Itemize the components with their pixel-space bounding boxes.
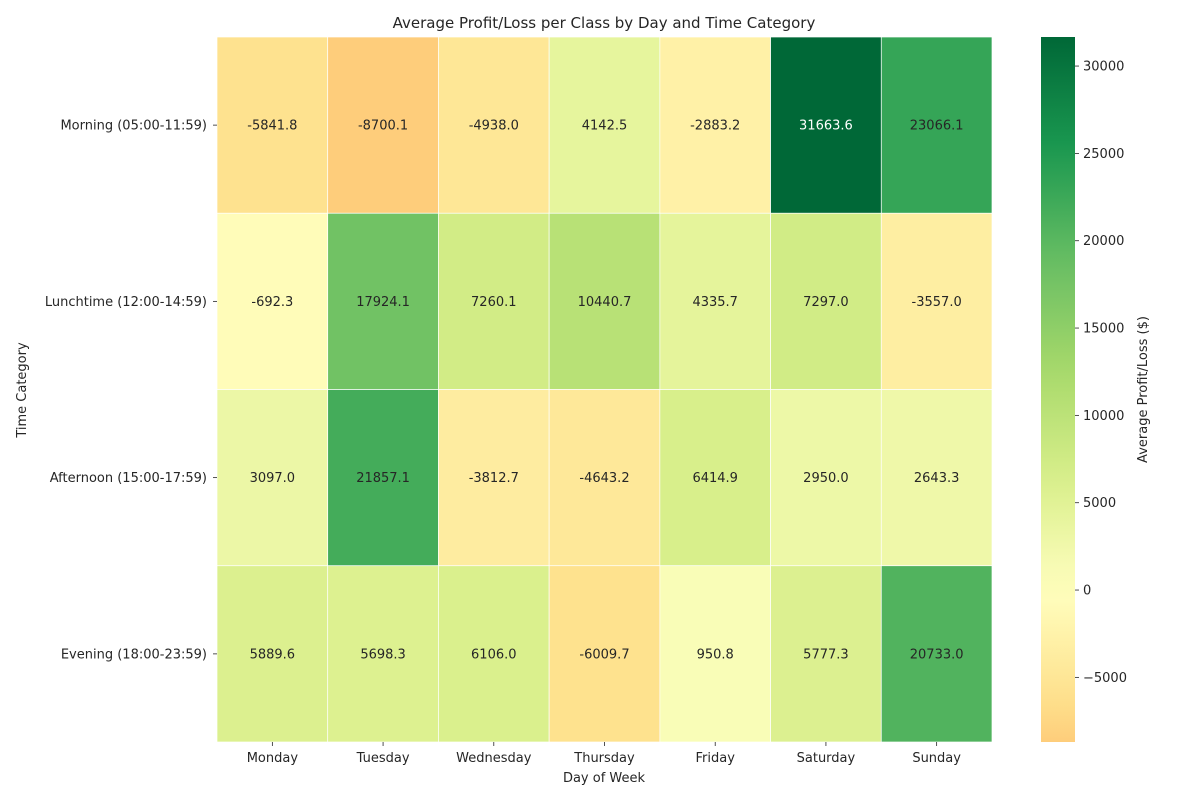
heatmap-cell — [880, 389, 993, 567]
cell-value-label: 2950.0 — [803, 471, 849, 486]
heatmap-cell — [327, 36, 439, 214]
x-tick-label: Wednesday — [456, 751, 532, 766]
colorbar: −5000 0 5000 10000 15000 20000 25000 30000 Aver… — [1041, 37, 1151, 742]
cell-value-label: -6009.7 — [579, 647, 629, 662]
colorbar-tick-label: −5000 — [1083, 671, 1127, 686]
cell-value-label: 7297.0 — [803, 295, 849, 310]
cell-value-label: 5698.3 — [360, 647, 406, 662]
colorbar-label: Average Profit/Loss ($) — [1136, 316, 1151, 463]
heatmap-cell — [770, 565, 882, 743]
heatmap-cell — [770, 389, 882, 567]
heatmap-cell — [216, 389, 329, 567]
y-tick-label: Evening (18:00-23:59) — [61, 647, 207, 662]
x-axis-label: Day of Week — [563, 771, 646, 786]
cell-value-label: 31663.6 — [799, 119, 853, 134]
x-tick-label: Saturday — [797, 751, 856, 766]
colorbar-tick-label: 15000 — [1083, 322, 1124, 337]
chart-title: Average Profit/Loss per Class by Day and… — [393, 14, 816, 32]
heatmap-cell — [770, 36, 882, 214]
heatmap-cell — [548, 565, 661, 743]
x-axis-ticks: Monday Tuesday Wednesday Thursday Friday Satu… — [247, 742, 961, 766]
colorbar-tick-label: 25000 — [1083, 147, 1124, 162]
heatmap-cell-labels: -5841.8 -8700.1 -4938.0 4142.5 -2883.2 31663.… — [247, 119, 963, 663]
cell-value-label: -5841.8 — [247, 119, 297, 134]
y-tick-label: Morning (05:00-11:59) — [60, 119, 207, 134]
cell-value-label: 20733.0 — [910, 647, 964, 662]
cell-value-label: 23066.1 — [910, 119, 964, 134]
cell-value-label: 7260.1 — [471, 295, 517, 310]
x-tick-label: Thursday — [573, 751, 635, 766]
heatmap-cell — [659, 389, 771, 567]
x-tick-label: Sunday — [912, 751, 961, 766]
cell-value-label: 21857.1 — [356, 471, 410, 486]
cell-value-label: 2643.3 — [914, 471, 960, 486]
colorbar-tick-label: 5000 — [1083, 496, 1116, 511]
x-tick-label: Monday — [247, 751, 299, 766]
heatmap-cell — [216, 565, 329, 743]
heatmap-cell — [880, 565, 993, 743]
cell-value-label: 4335.7 — [692, 295, 738, 310]
colorbar-gradient — [1041, 37, 1075, 742]
cell-value-label: 6106.0 — [471, 647, 517, 662]
colorbar-tick-label: 10000 — [1083, 409, 1124, 424]
heatmap-cell — [216, 36, 329, 214]
heatmap-cell — [548, 36, 661, 214]
cell-value-label: -692.3 — [251, 295, 293, 310]
heatmap-cell — [880, 212, 993, 390]
heatmap-cell — [659, 565, 771, 743]
colorbar-tick-label: 30000 — [1083, 60, 1124, 75]
cell-value-label: 5777.3 — [803, 647, 849, 662]
colorbar-tick-label: 20000 — [1083, 234, 1124, 249]
cell-value-label: 3097.0 — [250, 471, 296, 486]
heatmap-cell — [327, 389, 439, 567]
colorbar-tick-label: 0 — [1083, 584, 1091, 599]
x-tick-label: Friday — [696, 751, 736, 766]
cell-value-label: -4643.2 — [579, 471, 629, 486]
heatmap-cell — [327, 565, 439, 743]
heatmap-cell — [659, 36, 771, 214]
heatmap-cell — [216, 212, 329, 390]
heatmap-cell — [548, 389, 661, 567]
y-axis-ticks: Morning (05:00-11:59) Lunchtime (12:00-14… — [45, 119, 217, 662]
cell-value-label: -3557.0 — [912, 295, 962, 310]
x-tick-label: Tuesday — [356, 751, 410, 766]
heatmap-cell — [438, 212, 550, 390]
cell-value-label: 4142.5 — [582, 119, 628, 134]
heatmap-cell — [659, 212, 771, 390]
cell-value-label: 950.8 — [697, 647, 734, 662]
y-axis-label: Time Category — [15, 342, 30, 439]
y-tick-label: Lunchtime (12:00-14:59) — [45, 295, 207, 310]
colorbar-ticks: −5000 0 5000 10000 15000 20000 25000 30000 — [1075, 60, 1127, 686]
cell-value-label: -8700.1 — [358, 119, 408, 134]
cell-value-label: 5889.6 — [250, 647, 296, 662]
cell-value-label: -2883.2 — [690, 119, 740, 134]
cell-value-label: -4938.0 — [469, 119, 519, 134]
cell-value-label: 6414.9 — [692, 471, 738, 486]
heatmap-cell — [880, 36, 993, 214]
y-tick-label: Afternoon (15:00-17:59) — [50, 471, 207, 486]
cell-value-label: 10440.7 — [578, 295, 632, 310]
cell-value-label: -3812.7 — [469, 471, 519, 486]
cell-value-label: 17924.1 — [356, 295, 410, 310]
heatmap-cell — [438, 389, 550, 567]
heatmap-cell — [438, 36, 550, 214]
heatmap-cells — [216, 36, 993, 743]
heatmap-cell — [770, 212, 882, 390]
